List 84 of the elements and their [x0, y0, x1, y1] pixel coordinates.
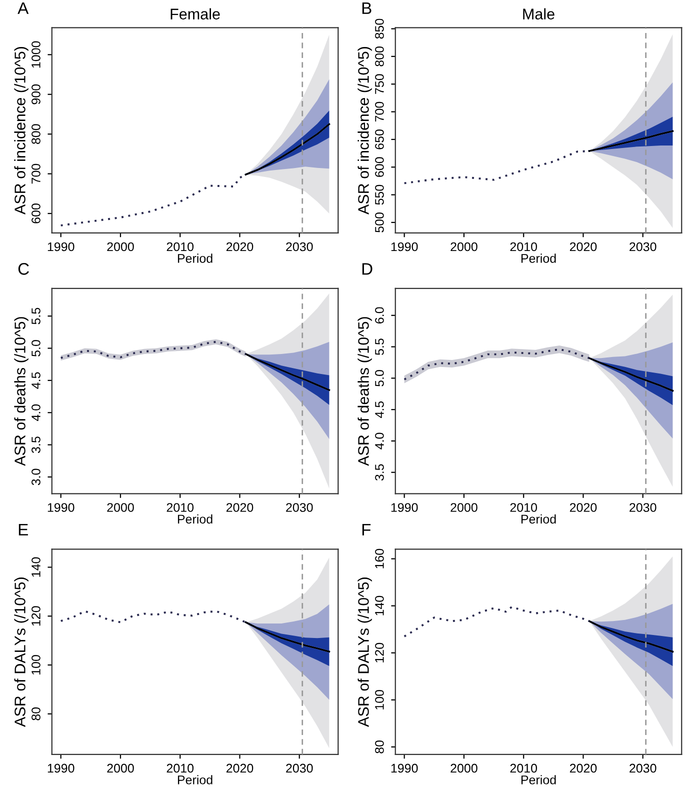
- y-tick-label: 800: [32, 124, 40, 144]
- x-tick-label: 2010: [510, 242, 538, 252]
- y-tick-label: 5.0: [375, 370, 384, 386]
- y-tick-label: 3.5: [32, 436, 40, 453]
- y-tick-label: 650: [375, 129, 384, 150]
- chart-title: B: [362, 2, 372, 14]
- x-tick-label: 2030: [630, 242, 656, 252]
- x-axis-title: Period: [178, 775, 212, 784]
- y-tick-label: 900: [32, 84, 40, 104]
- x-tick-label: 2000: [107, 764, 134, 773]
- y-tick-label: 80: [375, 740, 384, 754]
- x-axis-title: Period: [178, 254, 212, 263]
- x-tick-label: 2020: [570, 242, 597, 252]
- x-tick-label: 2030: [286, 242, 313, 252]
- x-axis-title: Period: [521, 514, 556, 524]
- x-tick-label: 2010: [510, 764, 538, 773]
- x-tick-label: 2020: [226, 242, 254, 252]
- x-tick-label: 2030: [630, 764, 656, 773]
- y-tick-label: 5.5: [375, 338, 384, 355]
- y-tick-label: 4.0: [375, 432, 384, 450]
- y-tick-label: 80: [32, 707, 40, 720]
- x-tick-label: 2020: [226, 764, 254, 773]
- y-tick-label: 5.0: [32, 340, 40, 356]
- x-tick-label: 2030: [286, 764, 313, 773]
- chart-title: C: [18, 263, 29, 275]
- y-tick-label: 850: [375, 18, 384, 39]
- chart-subtitle: Male: [523, 8, 554, 20]
- y-tick-label: 800: [375, 46, 384, 66]
- y-tick-label: 600: [375, 157, 384, 177]
- x-tick-label: 2030: [630, 503, 656, 512]
- x-tick-label: 1990: [48, 242, 74, 252]
- chart-subtitle: Female: [170, 8, 220, 20]
- x-tick-label: 1990: [391, 503, 418, 512]
- x-tick-label: 2010: [166, 503, 194, 512]
- x-tick-label: 2020: [570, 764, 597, 773]
- y-tick-label: 500: [375, 212, 384, 232]
- x-tick-label: 2010: [166, 764, 194, 773]
- x-tick-label: 2000: [450, 242, 478, 252]
- chart-title: F: [362, 524, 371, 536]
- y-axis-title: ASR of DALYs (/10^5): [14, 578, 28, 727]
- y-tick-label: 160: [375, 548, 384, 568]
- x-axis-title: Period: [178, 514, 212, 524]
- y-axis-title: ASR of DALYs (/10^5): [358, 578, 372, 727]
- y-tick-label: 100: [32, 655, 40, 674]
- x-tick-label: 1990: [48, 503, 74, 512]
- chart-title: A: [18, 2, 29, 14]
- chart-title: E: [18, 524, 28, 536]
- x-tick-label: 1990: [391, 764, 418, 773]
- y-axis-title: ASR of incidence (/10^5): [358, 46, 372, 215]
- y-tick-label: 5.5: [32, 308, 40, 324]
- y-tick-label: 1000: [32, 41, 40, 68]
- x-axis-title: Period: [521, 254, 556, 263]
- x-tick-label: 2000: [450, 503, 478, 512]
- y-axis-title: ASR of deaths (/10^5): [358, 317, 372, 466]
- x-tick-label: 2010: [166, 242, 194, 252]
- x-tick-label: 1990: [391, 242, 418, 252]
- x-tick-label: 2020: [226, 503, 254, 512]
- y-tick-label: 4.5: [32, 372, 40, 389]
- x-tick-label: 2030: [286, 503, 313, 512]
- x-tick-label: 2000: [107, 242, 134, 252]
- y-tick-label: 750: [375, 74, 384, 94]
- y-tick-label: 120: [375, 642, 384, 662]
- x-tick-label: 1990: [48, 764, 74, 773]
- x-tick-label: 2000: [450, 764, 478, 773]
- chart-title: D: [362, 263, 372, 275]
- y-tick-label: 140: [375, 596, 384, 616]
- y-tick-label: 4.0: [32, 404, 40, 422]
- y-tick-label: 700: [32, 164, 40, 184]
- y-tick-label: 3.0: [32, 468, 40, 486]
- y-tick-label: 3.5: [375, 464, 384, 481]
- y-tick-label: 6.0: [375, 307, 384, 324]
- y-tick-label: 550: [375, 184, 384, 205]
- y-axis-title: ASR of incidence (/10^5): [14, 46, 28, 215]
- y-tick-label: 600: [32, 204, 40, 224]
- y-tick-label: 120: [32, 606, 40, 626]
- y-tick-label: 4.5: [375, 401, 384, 418]
- y-tick-label: 140: [32, 557, 40, 577]
- x-tick-label: 2000: [107, 503, 134, 512]
- x-axis-title: Period: [521, 775, 556, 784]
- y-axis-title: ASR of deaths (/10^5): [14, 317, 28, 466]
- x-tick-label: 2020: [570, 503, 597, 512]
- y-tick-label: 700: [375, 102, 384, 122]
- x-tick-label: 2010: [510, 503, 538, 512]
- y-tick-label: 100: [375, 690, 384, 710]
